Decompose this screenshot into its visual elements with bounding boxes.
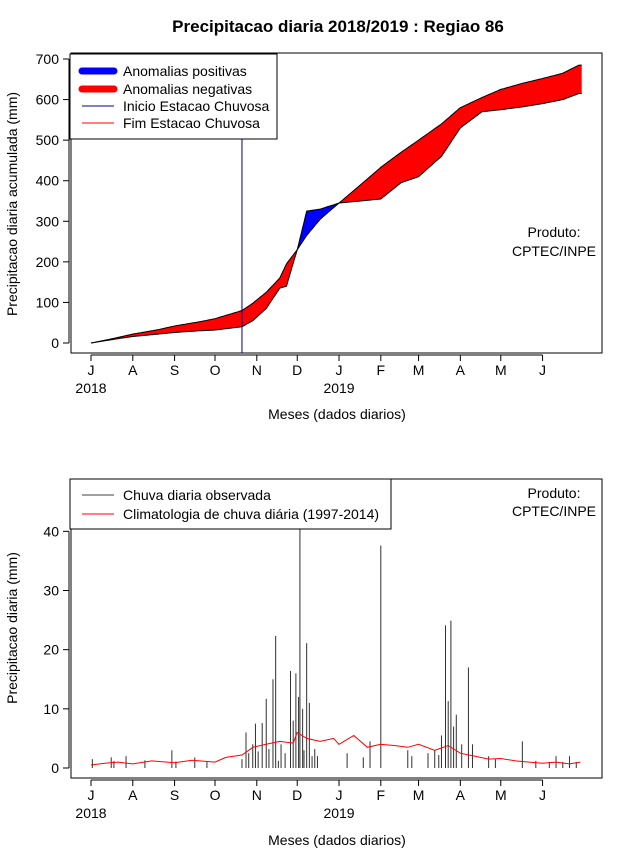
top-legend: Anomalias positivas Anomalias negativas …: [70, 54, 277, 139]
top-x-tick-label: D: [292, 362, 302, 378]
bottom-y-tick-label: 0: [51, 760, 59, 776]
bottom-x-tick-label: A: [128, 787, 138, 803]
top-x-tick-label: J: [539, 362, 546, 378]
top-x-tick-label: J: [88, 362, 95, 378]
top-x-tick-label: S: [170, 362, 179, 378]
bottom-x-tick-label: J: [88, 787, 95, 803]
climatology-daily-line: [91, 733, 580, 766]
legend-label-climatology: Climatologia de chuva diária (1997-2014): [123, 506, 379, 522]
bottom-x-tick-label: J: [336, 787, 343, 803]
top-x-tick-label: A: [456, 362, 466, 378]
top-y-tick-label: 100: [36, 294, 60, 310]
top-x-tick-label: A: [128, 362, 138, 378]
top-x-tick-label: N: [252, 362, 262, 378]
bottom-x-tick-label: M: [413, 787, 425, 803]
bottom-x-axis-label: Meses (dados diarios): [268, 832, 406, 848]
bottom-x-tick-label: J: [539, 787, 546, 803]
bottom-y-axis-label: Precipitacao diaria (mm): [4, 552, 20, 704]
bottom-y-tick-label: 20: [43, 642, 59, 658]
bottom-plot-area: 0 10 20 30 40 J A S O N D J F M A M J 2018 2019: [43, 479, 602, 821]
legend-label-fim: Fim Estacao Chuvosa: [123, 115, 260, 131]
bottom-legend: Chuva diaria observada Climatologia de c…: [70, 479, 391, 529]
top-x-axis-label: Meses (dados diarios): [268, 406, 406, 422]
top-y-tick-label: 200: [36, 254, 60, 270]
bottom-x-tick-label: F: [377, 787, 386, 803]
top-y-tick-label: 500: [36, 132, 60, 148]
bottom-x-tick-label: N: [252, 787, 262, 803]
bottom-x-tick-label: S: [170, 787, 179, 803]
top-x-tick-label: O: [210, 362, 221, 378]
top-y-tick-label: 300: [36, 213, 60, 229]
top-x-tick-label: F: [377, 362, 386, 378]
bottom-year-label: 2018: [75, 805, 106, 821]
top-annotation-line1: Produto:: [528, 224, 581, 240]
bottom-year-label: 2019: [323, 805, 354, 821]
legend-label-positive: Anomalias positivas: [123, 63, 247, 79]
negative-anomaly-area: [92, 250, 297, 343]
top-y-tick-label: 400: [36, 173, 60, 189]
top-y-tick-label: 0: [51, 335, 59, 351]
top-year-label: 2018: [75, 380, 106, 396]
bottom-y-tick-label: 10: [43, 701, 59, 717]
legend-label-observed: Chuva diaria observada: [123, 487, 271, 503]
bottom-y-tick-label: 30: [43, 583, 59, 599]
top-x-tick-label: J: [336, 362, 343, 378]
top-y-tick-label: 600: [36, 92, 60, 108]
bottom-y-tick-label: 40: [43, 523, 59, 539]
negative-anomaly-area: [340, 65, 581, 203]
top-x-tick-label: M: [413, 362, 425, 378]
top-x-tick-label: M: [495, 362, 507, 378]
legend-label-negative: Anomalias negativas: [123, 81, 252, 97]
bottom-x-tick-label: M: [495, 787, 507, 803]
bottom-x-tick-label: D: [292, 787, 302, 803]
top-y-tick-label: 700: [36, 51, 60, 67]
top-y-axis-label: Precipitacao diaria acumulada (mm): [4, 92, 20, 316]
bottom-x-tick-label: O: [210, 787, 221, 803]
chart-title: Precipitacao diaria 2018/2019 : Regiao 8…: [172, 17, 504, 36]
top-year-label: 2019: [323, 380, 354, 396]
bottom-annotation-line1: Produto:: [528, 485, 581, 501]
bottom-x-tick-label: A: [456, 787, 466, 803]
top-annotation-line2: CPTEC/INPE: [512, 243, 596, 259]
bottom-annotation-line2: CPTEC/INPE: [512, 503, 596, 519]
legend-label-inicio: Inicio Estacao Chuvosa: [123, 98, 270, 114]
